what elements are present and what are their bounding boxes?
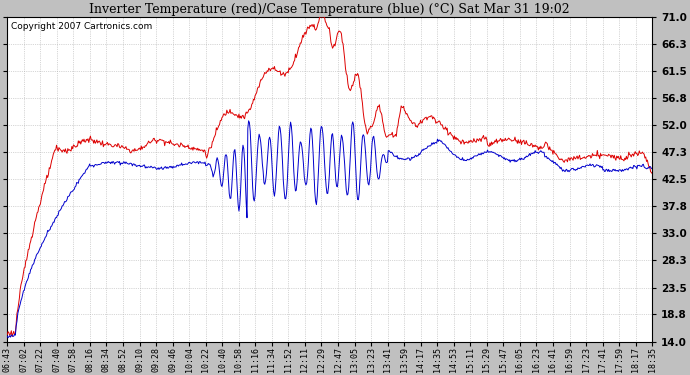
- Text: Copyright 2007 Cartronics.com: Copyright 2007 Cartronics.com: [10, 22, 152, 31]
- Title: Inverter Temperature (red)/Case Temperature (blue) (°C) Sat Mar 31 19:02: Inverter Temperature (red)/Case Temperat…: [90, 3, 570, 16]
